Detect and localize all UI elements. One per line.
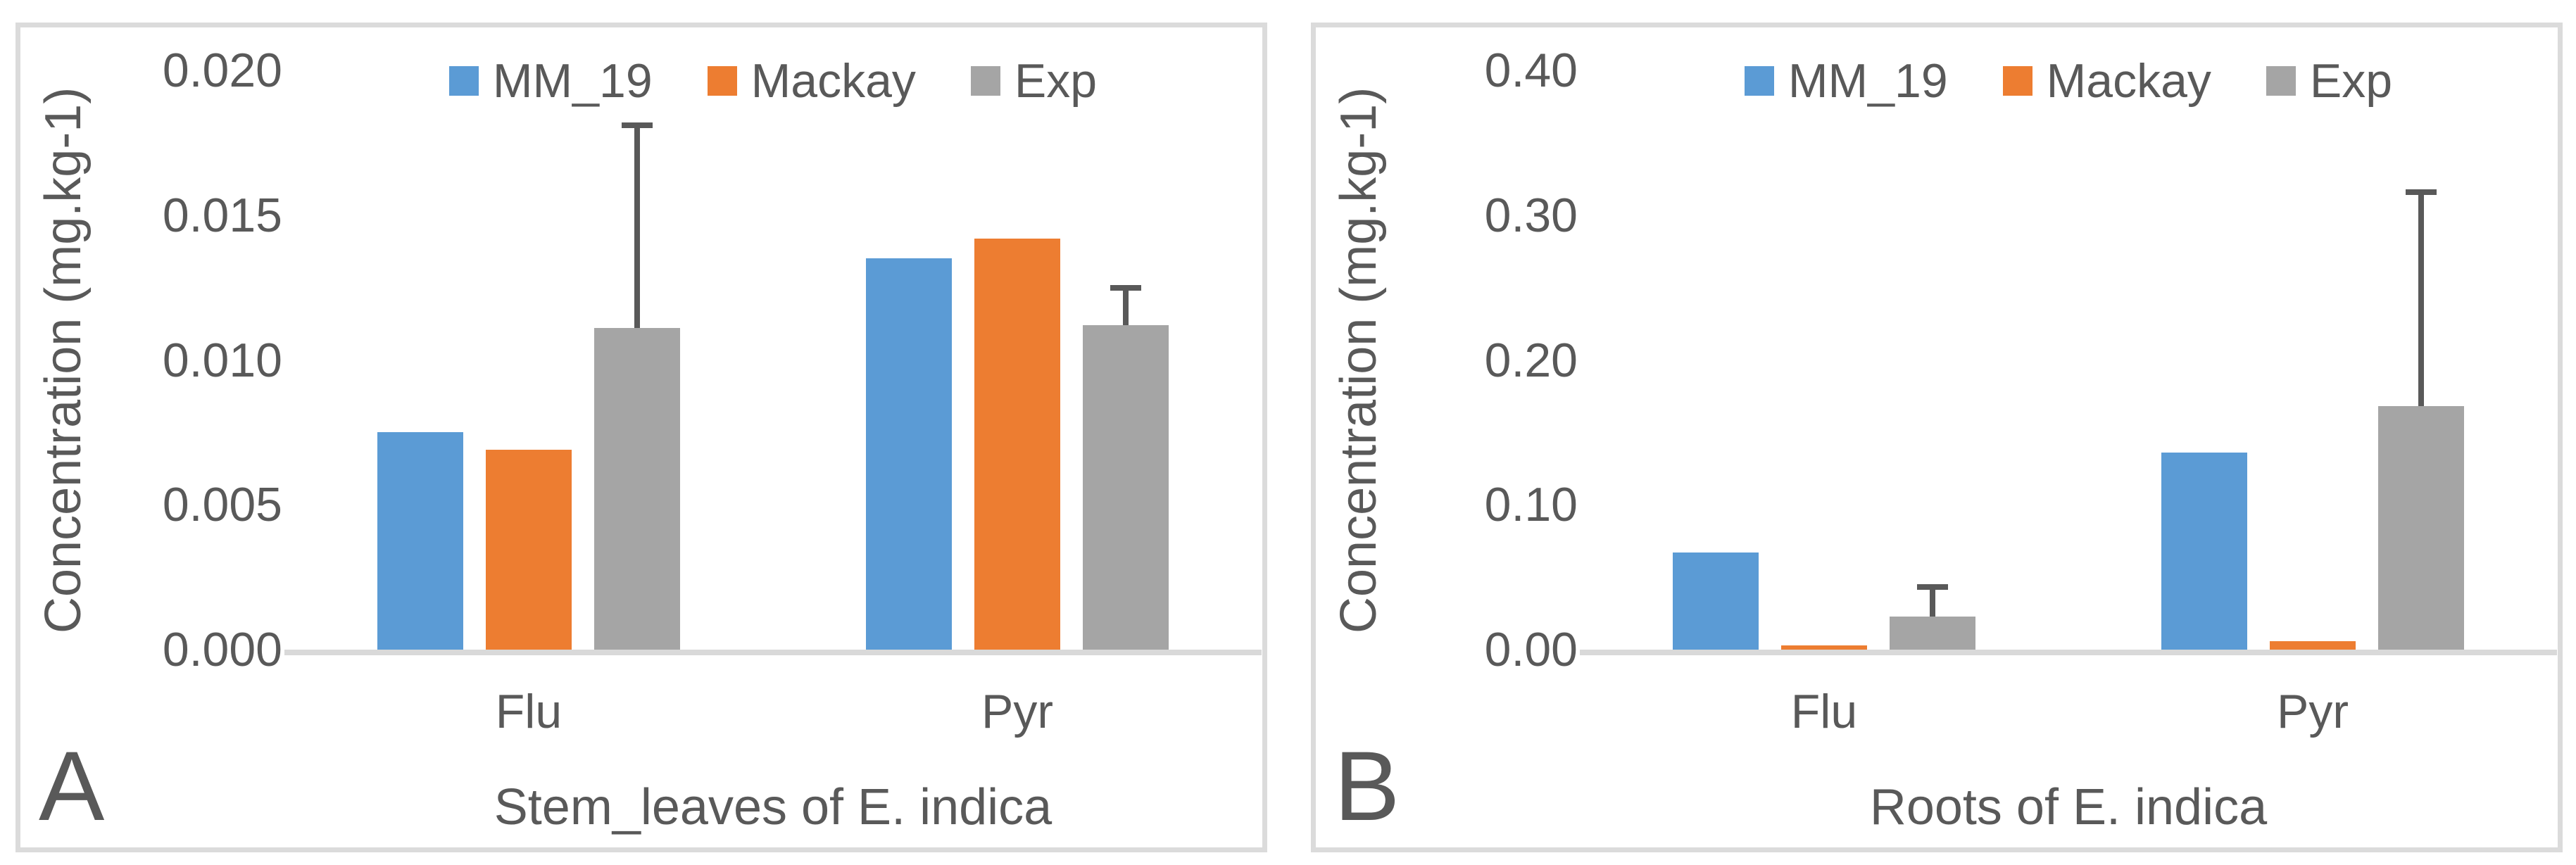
y-tick-label: 0.20	[1484, 333, 1578, 387]
error-bar-cap	[1110, 284, 1141, 291]
legend-swatch-icon	[707, 66, 737, 96]
error-bar-line	[2418, 189, 2424, 407]
legend-item-exp: Exp	[970, 54, 1098, 108]
x-category-label-flu: Flu	[1790, 685, 1858, 738]
panel-letter: B	[1334, 731, 1400, 841]
legend-label: MM_19	[1788, 54, 1948, 108]
legend-label: Exp	[2309, 54, 2393, 108]
bar-mackay-flu	[1781, 645, 1867, 650]
y-tick-label: 0.010	[162, 333, 282, 387]
legend-item-mm_19: MM_19	[1744, 54, 1948, 108]
x-axis-line	[1580, 650, 2557, 655]
y-tick-label: 0.000	[162, 623, 282, 676]
legend-item-mackay: Mackay	[2002, 54, 2211, 108]
y-tick-label: 0.10	[1484, 478, 1578, 532]
legend: MM_19 Mackay Exp	[1580, 57, 2557, 105]
error-bar-cap	[2406, 189, 2437, 195]
bar-exp-pyr	[1083, 325, 1169, 650]
bar-exp-flu	[594, 328, 680, 650]
panel-a-chart: MM_19 Mackay Exp Concentration (mg.kg-1) 0…	[15, 23, 1267, 852]
error-bar-line	[634, 122, 640, 329]
bar-mm_19-pyr	[866, 258, 952, 650]
y-tick-label: 0.00	[1484, 623, 1578, 676]
y-tick-label: 0.015	[162, 188, 282, 242]
x-axis-title: Stem_leaves of E. indica	[494, 779, 1053, 835]
legend-swatch-icon	[2266, 66, 2296, 96]
error-bar-cap	[622, 122, 653, 129]
legend-label: MM_19	[492, 54, 653, 108]
legend-item-exp: Exp	[2266, 57, 2392, 105]
legend-item-mackay: Mackay	[707, 54, 916, 108]
error-bar-cap	[1917, 584, 1948, 591]
y-tick-label: 0.005	[162, 478, 282, 532]
bar-exp-pyr	[2378, 406, 2464, 650]
error-bar-line	[1930, 584, 1935, 617]
legend-label: Mackay	[2046, 54, 2211, 108]
legend-swatch-icon	[970, 66, 1000, 96]
panel-b-chart: MM_19 Mackay Exp Concentration (mg.kg-1) 0…	[1311, 23, 2563, 852]
y-tick-label: 0.020	[162, 44, 282, 97]
panel-letter: A	[39, 731, 105, 841]
legend-item-mm_19: MM_19	[448, 54, 653, 108]
x-axis-line	[284, 650, 1262, 655]
bar-mm_19-pyr	[2161, 453, 2247, 650]
legend-swatch-icon	[448, 66, 479, 96]
bar-mackay-pyr	[2270, 640, 2356, 650]
error-bar-line	[1123, 284, 1129, 326]
legend-label: Exp	[1014, 54, 1098, 108]
bar-exp-flu	[1890, 616, 1975, 650]
legend-label: Mackay	[750, 54, 916, 108]
y-tick-label: 0.40	[1484, 44, 1578, 97]
bar-mm_19-flu	[1673, 553, 1759, 650]
x-category-label-pyr: Pyr	[981, 685, 1053, 738]
bar-mackay-flu	[486, 450, 572, 650]
bar-mm_19-flu	[377, 432, 463, 650]
x-category-label-pyr: Pyr	[2277, 685, 2349, 738]
bar-mackay-pyr	[974, 238, 1060, 650]
y-tick-label: 0.30	[1484, 188, 1578, 242]
legend: MM_19 Mackay Exp	[284, 57, 1262, 105]
x-category-label-flu: Flu	[495, 685, 563, 738]
legend-swatch-icon	[1744, 66, 1774, 96]
legend-swatch-icon	[2002, 66, 2032, 96]
x-axis-title: Roots of E. indica	[1869, 779, 2268, 835]
